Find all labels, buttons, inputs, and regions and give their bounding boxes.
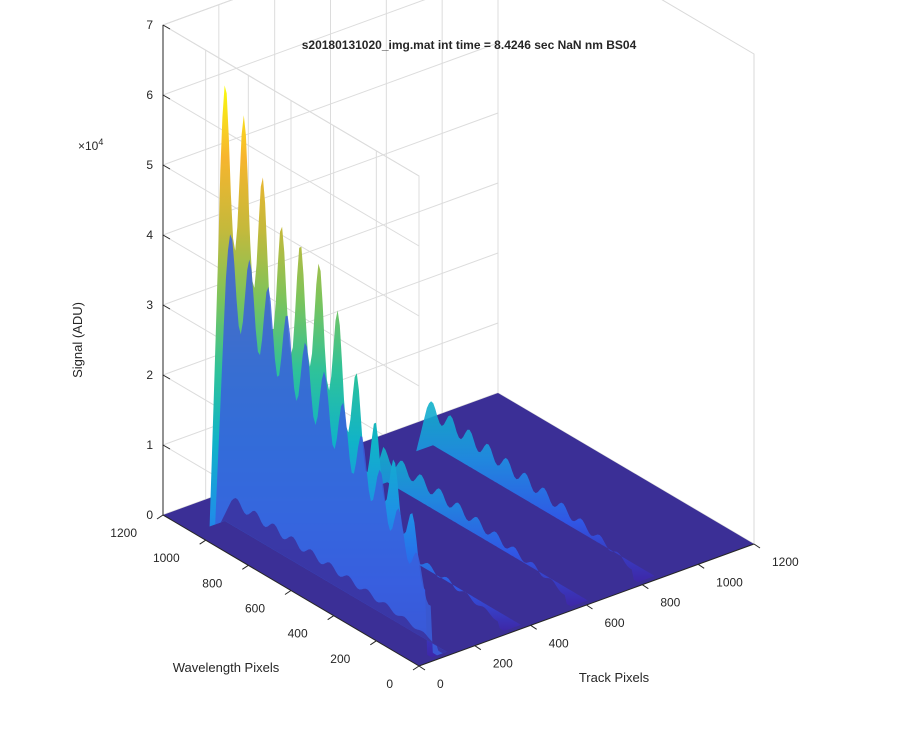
z-tick-label: 4 [146, 228, 153, 242]
y-tick-mark [242, 564, 249, 570]
x-tick-label: 0 [437, 677, 444, 691]
z-tick-mark [162, 164, 171, 170]
main-peak-base-band [220, 498, 447, 654]
x-tick-label: 400 [549, 636, 569, 650]
z-tick-mark [162, 514, 171, 520]
y-tick-mark [156, 514, 164, 520]
chart-title: s20180131020_img.mat int time = 8.4246 s… [302, 38, 637, 52]
x-tick-label: 800 [660, 596, 680, 610]
y-axis-label: Wavelength Pixels [173, 660, 280, 675]
x-axis-label: Track Pixels [579, 670, 650, 685]
z-tick-mark [162, 94, 171, 100]
z-exponent-power: 4 [98, 137, 103, 147]
tick-labels: 0200400600800100012000200400600800100012… [110, 18, 799, 691]
z-tick-label: 1 [146, 438, 153, 452]
y-tick-mark [284, 590, 292, 595]
x-tick-mark [642, 584, 649, 590]
y-tick-label: 400 [288, 627, 308, 641]
z-tick-mark [162, 24, 171, 30]
secondary-peak-surface [370, 446, 588, 607]
z-tick-label: 0 [146, 508, 153, 522]
main-peak-inner-band [215, 234, 447, 656]
z-tick-mark [162, 374, 171, 380]
z-axis-label: Signal (ADU) [70, 302, 85, 378]
y-tick-mark [199, 539, 206, 545]
x-tick-mark [753, 543, 761, 549]
x-tick-mark [697, 563, 705, 569]
z-tick-label: 7 [146, 18, 153, 32]
y-tick-mark [370, 640, 377, 646]
x-tick-label: 600 [605, 616, 625, 630]
y-tick-label: 200 [330, 652, 350, 666]
z-tick-label: 2 [146, 368, 153, 382]
x-tick-mark [530, 624, 537, 630]
y-tick-label: 1000 [153, 551, 180, 565]
y-tick-mark [327, 615, 334, 621]
surface-plot [163, 85, 754, 666]
x-tick-label: 1200 [772, 555, 799, 569]
z-exponent-base: ×10 [78, 139, 99, 153]
y-tick-label: 600 [245, 602, 265, 616]
z-tick-label: 3 [146, 298, 153, 312]
x-tick-mark [586, 604, 593, 610]
y-tick-mark [412, 665, 420, 671]
x-tick-label: 200 [493, 657, 513, 671]
z-tick-label: 6 [146, 88, 153, 102]
z-tick-mark [162, 444, 171, 450]
z-tick-mark [162, 304, 171, 310]
y-tick-label: 1200 [110, 526, 137, 540]
secondary-peak-surface [416, 401, 655, 583]
y-tick-label: 0 [386, 677, 393, 691]
x-tick-mark [418, 665, 426, 671]
y-tick-label: 800 [202, 576, 222, 590]
z-exponent-label: ×104 [78, 137, 103, 153]
x-tick-label: 1000 [716, 575, 743, 589]
z-tick-label: 5 [146, 158, 153, 172]
z-tick-mark [162, 234, 171, 240]
x-tick-mark [474, 645, 482, 651]
